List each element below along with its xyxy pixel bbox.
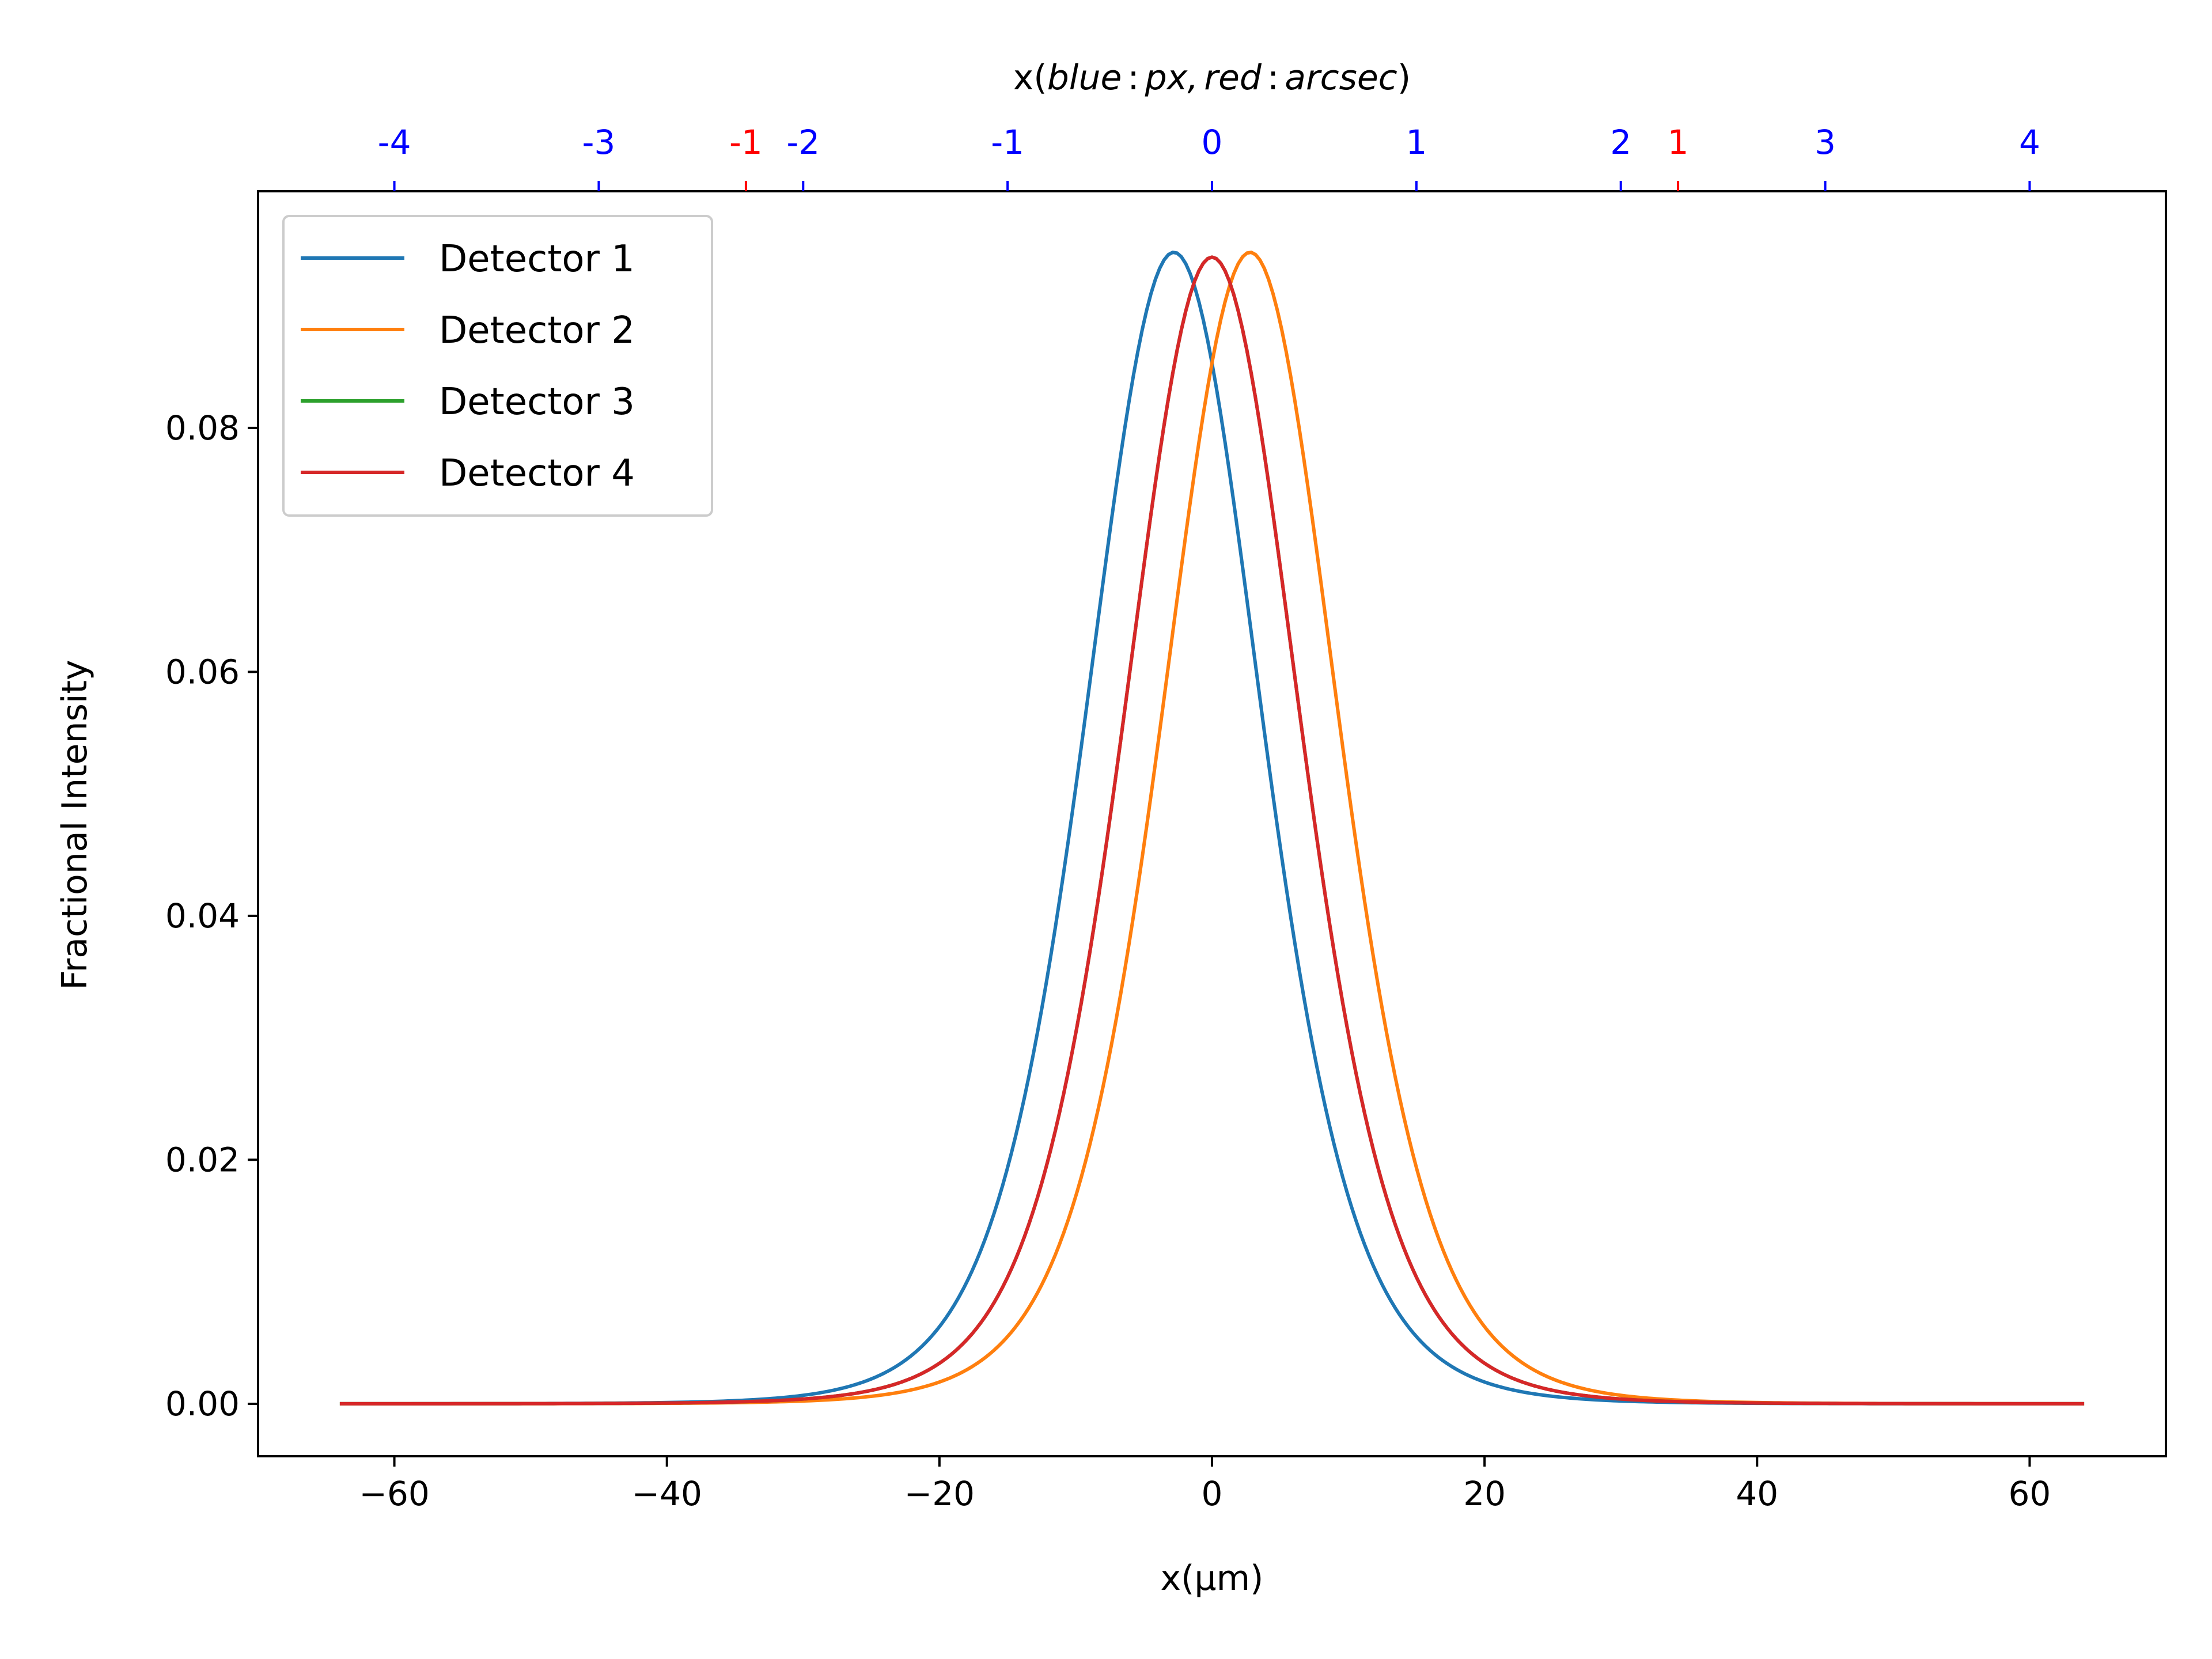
- curves-layer: [339, 251, 2085, 1406]
- top-tick-label-px: -4: [378, 123, 411, 162]
- top-label-arcsec: arcsec: [1285, 58, 1397, 98]
- x-tick-label: −20: [904, 1474, 975, 1513]
- x-tick-label: 40: [1736, 1474, 1778, 1513]
- top-label-sep1: :: [1127, 58, 1139, 98]
- top-tick-label-arcsec: -1: [729, 123, 763, 162]
- series-line-detector-4: [339, 255, 2085, 1406]
- legend-items: Detector 1 Detector 2 Detector 3 Detector 4: [301, 238, 635, 495]
- legend-label-detector-3: Detector 3: [439, 381, 635, 423]
- x-tick-label: −60: [359, 1474, 429, 1513]
- top-tick-label-px: -1: [991, 123, 1024, 162]
- legend-label-detector-1: Detector 1: [439, 238, 635, 281]
- y-tick-label: 0.00: [165, 1384, 240, 1423]
- y-tick-label: 0.08: [165, 408, 240, 448]
- top-label-red: red: [1204, 58, 1262, 98]
- x-tick-label: 60: [2009, 1474, 2051, 1513]
- top-axis-ticks: -4 -3 -2 -1 0 1 2 3 4-1 1: [378, 123, 2040, 191]
- top-label-prefix: x(: [1013, 58, 1047, 98]
- top-label-px: px,: [1145, 58, 1199, 98]
- legend-label-detector-4: Detector 4: [439, 452, 635, 495]
- top-label-suffix: ): [1397, 58, 1411, 98]
- top-tick-label-px: 2: [1610, 123, 1631, 162]
- y-tick-label: 0.06: [165, 652, 240, 691]
- y-tick-label: 0.04: [165, 896, 240, 935]
- top-label-sep2: :: [1267, 58, 1279, 98]
- top-tick-label-arcsec: 1: [1668, 123, 1689, 162]
- top-tick-label-px: 1: [1406, 123, 1427, 162]
- top-tick-label-px: -3: [582, 123, 616, 162]
- y-axis-label: Fractional Intensity: [55, 660, 95, 990]
- y-axis-ticks: 0.00 0.02 0.04 0.06 0.08: [165, 408, 258, 1423]
- top-label-blue: blue: [1047, 58, 1122, 98]
- x-axis-label: x(μm): [1161, 1558, 1264, 1599]
- top-axis-label: x(blue: px, red: arcsec): [1013, 58, 1411, 98]
- x-axis-ticks: −60 −40 −20 0 20 40 60: [359, 1456, 2051, 1513]
- top-tick-label-px: -2: [786, 123, 820, 162]
- x-tick-label: 0: [1202, 1474, 1223, 1513]
- legend-box: [282, 215, 713, 517]
- x-tick-label: −40: [632, 1474, 702, 1513]
- top-tick-label-px: 3: [1815, 123, 1836, 162]
- y-tick-label: 0.02: [165, 1140, 240, 1179]
- top-tick-label-px: 0: [1202, 123, 1223, 162]
- top-tick-label-px: 4: [2019, 123, 2040, 162]
- x-tick-label: 20: [1463, 1474, 1506, 1513]
- legend: Detector 1 Detector 2 Detector 3 Detector 4: [282, 215, 713, 517]
- legend-label-detector-2: Detector 2: [439, 309, 635, 352]
